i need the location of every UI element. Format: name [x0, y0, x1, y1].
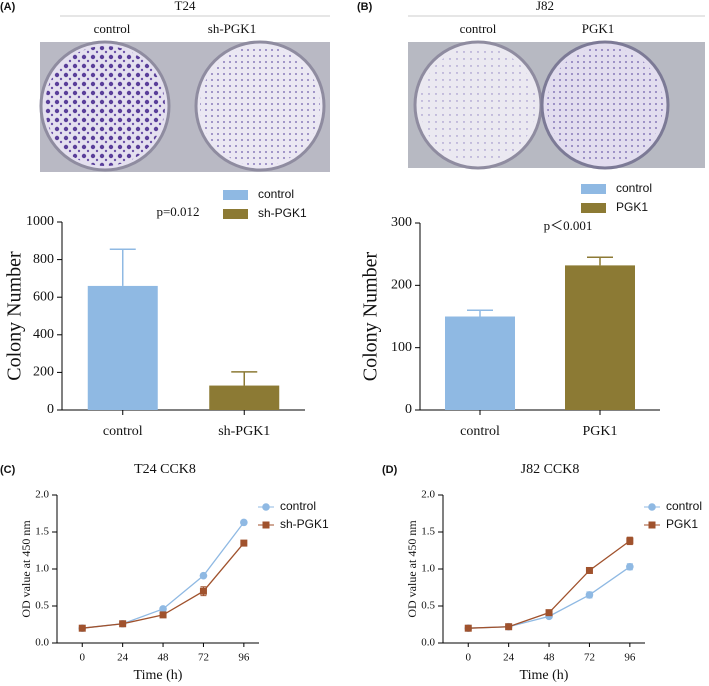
- legend-label: sh-PGK1: [280, 517, 329, 531]
- legend-label: control: [666, 499, 702, 513]
- annotation: p=0.012: [156, 204, 199, 219]
- y-tick-label: 200: [33, 365, 54, 380]
- y-axis-label: Colony Number: [4, 251, 26, 381]
- marker: [159, 605, 167, 613]
- panel-label: (A): [0, 1, 16, 13]
- legend-marker: [262, 521, 270, 529]
- x-tick-label: 24: [117, 652, 129, 664]
- photo-label: PGK1: [582, 21, 615, 36]
- legend-label: sh-PGK1: [258, 206, 307, 220]
- marker: [626, 537, 634, 545]
- x-tick-label: 0: [466, 652, 472, 664]
- legend-marker: [648, 521, 656, 529]
- x-axis-label: Time (h): [134, 668, 183, 683]
- legend-label: PGK1: [666, 517, 698, 531]
- bar: [87, 285, 158, 410]
- chart-title: T24 CCK8: [134, 462, 196, 477]
- panel-label: (C): [0, 464, 16, 476]
- y-tick-label: 0.0: [421, 637, 435, 649]
- y-tick-label: 2.0: [421, 489, 435, 501]
- y-tick-label: 1.0: [421, 563, 435, 575]
- marker: [78, 624, 86, 632]
- y-tick-label: 0.5: [35, 600, 49, 612]
- x-tick-label: 72: [584, 652, 595, 664]
- y-tick-label: 1.0: [35, 563, 49, 575]
- legend-label: control: [258, 187, 294, 201]
- x-tick-label: control: [460, 424, 500, 439]
- y-axis-label: OD value at 450 nm: [19, 520, 33, 618]
- marker: [585, 566, 593, 574]
- y-tick-label: 0.5: [421, 600, 435, 612]
- photo-label: sh-PGK1: [208, 21, 256, 36]
- marker: [240, 518, 248, 527]
- panel-label: (D): [382, 464, 398, 476]
- y-axis-label: OD value at 450 nm: [405, 520, 419, 618]
- y-tick-label: 800: [33, 252, 54, 267]
- marker: [199, 587, 207, 595]
- x-tick-label: sh-PGK1: [218, 424, 270, 439]
- legend-label: control: [280, 499, 316, 513]
- photos: [39, 15, 705, 172]
- y-tick-label: 0: [47, 402, 54, 417]
- x-tick-label: 0: [80, 652, 86, 664]
- legend-swatch: [223, 209, 248, 219]
- photo-label: control: [460, 21, 497, 36]
- x-tick-label: PGK1: [582, 424, 617, 439]
- x-tick-label: 48: [544, 652, 556, 664]
- y-tick-label: 600: [33, 289, 54, 304]
- y-axis-label: Colony Number: [360, 251, 382, 381]
- y-tick-label: 0.0: [35, 637, 49, 649]
- chart-title: J82 CCK8: [521, 462, 580, 477]
- marker: [240, 539, 248, 547]
- marker: [119, 620, 127, 628]
- y-tick-label: 400: [33, 327, 54, 342]
- marker: [505, 623, 513, 631]
- y-tick-label: 0: [405, 402, 412, 417]
- y-tick-label: 1.5: [421, 526, 435, 538]
- y-tick-label: 300: [391, 215, 412, 230]
- marker: [199, 571, 208, 580]
- legend-swatch: [581, 184, 606, 194]
- x-tick-label: 48: [158, 652, 170, 664]
- x-tick-label: 24: [503, 652, 515, 664]
- panel-title: T24: [175, 0, 196, 13]
- marker: [585, 591, 594, 599]
- marker: [464, 624, 472, 632]
- x-tick-label: control: [103, 424, 143, 439]
- y-tick-label: 200: [391, 278, 412, 293]
- legend-marker: [262, 503, 270, 511]
- x-tick-label: 96: [624, 652, 636, 664]
- legend-label: control: [616, 181, 652, 195]
- marker: [159, 611, 167, 619]
- legend-swatch: [581, 203, 606, 213]
- photo-label: control: [94, 21, 131, 36]
- legend-swatch: [223, 190, 248, 200]
- y-tick-label: 1.5: [35, 526, 49, 538]
- legend-label: PGK1: [616, 200, 648, 214]
- bar: [565, 265, 635, 410]
- bar: [445, 316, 515, 410]
- annotation: p＜0.001: [544, 218, 593, 233]
- x-axis-label: Time (h): [520, 668, 569, 683]
- panel-label: (B): [357, 1, 373, 13]
- x-tick-label: 72: [198, 652, 209, 664]
- marker: [545, 609, 553, 617]
- y-tick-label: 100: [391, 340, 412, 355]
- bar: [209, 385, 280, 410]
- x-tick-label: 96: [238, 652, 250, 664]
- marker: [626, 562, 634, 571]
- y-tick-label: 2.0: [35, 489, 49, 501]
- y-tick-label: 1000: [26, 214, 54, 229]
- panel-title: J82: [536, 0, 554, 13]
- legend-marker: [648, 503, 656, 511]
